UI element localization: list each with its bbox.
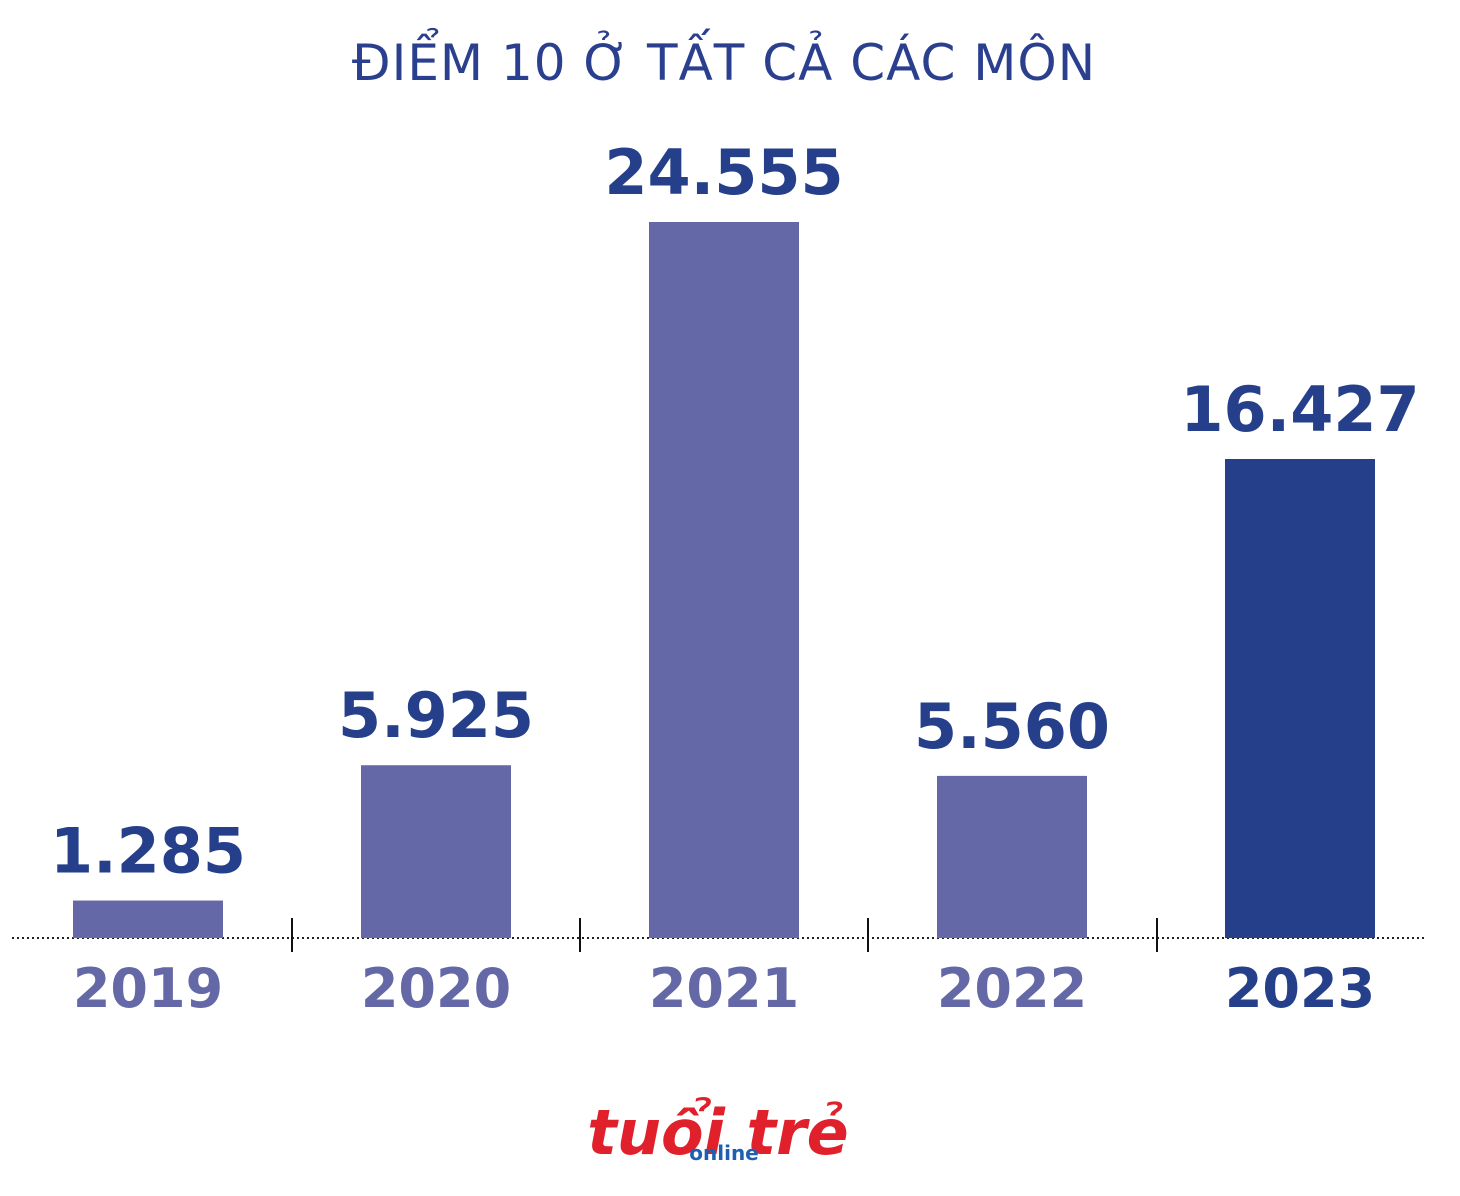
x-tick-label: 2023 [1225,957,1375,1020]
x-tick-label: 2019 [73,957,223,1020]
bar [73,900,223,938]
chart-title: ĐIỂM 10 Ở TẤT CẢ CÁC MÔN [352,27,1096,92]
logo-sub: online [689,1141,759,1165]
x-tick-label: 2021 [649,957,799,1020]
bar [1225,459,1375,938]
bar [937,775,1087,938]
logo-main: tuổi trẻ [587,1096,848,1169]
bar [361,765,511,938]
value-label: 5.560 [914,690,1110,763]
value-label: 5.925 [338,679,534,752]
x-tick-label: 2020 [361,957,511,1020]
value-label: 24.555 [604,136,843,209]
x-tick-label: 2022 [937,957,1087,1020]
bar [649,222,799,938]
value-label: 16.427 [1180,373,1419,446]
value-label: 1.285 [50,815,246,888]
